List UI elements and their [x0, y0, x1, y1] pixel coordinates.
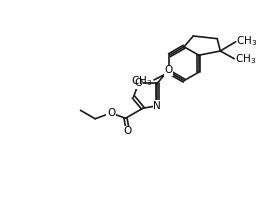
Text: O: O: [107, 108, 115, 118]
Text: O: O: [134, 78, 143, 88]
Text: CH$_3$: CH$_3$: [131, 74, 152, 88]
Text: N: N: [153, 101, 161, 111]
Text: CH$_3$: CH$_3$: [235, 52, 256, 66]
Text: O: O: [164, 65, 172, 75]
Text: O: O: [124, 126, 132, 136]
Text: CH$_3$: CH$_3$: [236, 34, 258, 48]
